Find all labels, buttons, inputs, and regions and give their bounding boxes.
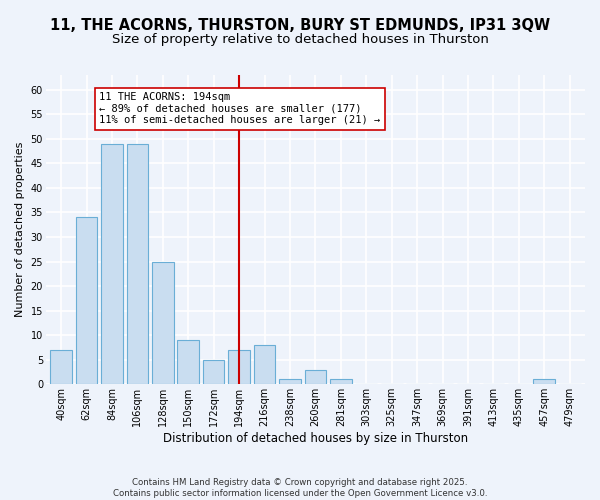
Bar: [50, 350, 72, 384]
Bar: [254, 345, 275, 385]
Y-axis label: Number of detached properties: Number of detached properties: [15, 142, 25, 318]
Bar: [533, 380, 555, 384]
Bar: [101, 144, 123, 384]
X-axis label: Distribution of detached houses by size in Thurston: Distribution of detached houses by size …: [163, 432, 468, 445]
Text: Size of property relative to detached houses in Thurston: Size of property relative to detached ho…: [112, 32, 488, 46]
Text: 11 THE ACORNS: 194sqm
← 89% of detached houses are smaller (177)
11% of semi-det: 11 THE ACORNS: 194sqm ← 89% of detached …: [99, 92, 380, 126]
Bar: [203, 360, 224, 384]
Text: 11, THE ACORNS, THURSTON, BURY ST EDMUNDS, IP31 3QW: 11, THE ACORNS, THURSTON, BURY ST EDMUND…: [50, 18, 550, 32]
Bar: [152, 262, 173, 384]
Text: Contains HM Land Registry data © Crown copyright and database right 2025.
Contai: Contains HM Land Registry data © Crown c…: [113, 478, 487, 498]
Bar: [127, 144, 148, 384]
Bar: [76, 218, 97, 384]
Bar: [330, 380, 352, 384]
Bar: [178, 340, 199, 384]
Bar: [305, 370, 326, 384]
Bar: [229, 350, 250, 384]
Bar: [279, 380, 301, 384]
